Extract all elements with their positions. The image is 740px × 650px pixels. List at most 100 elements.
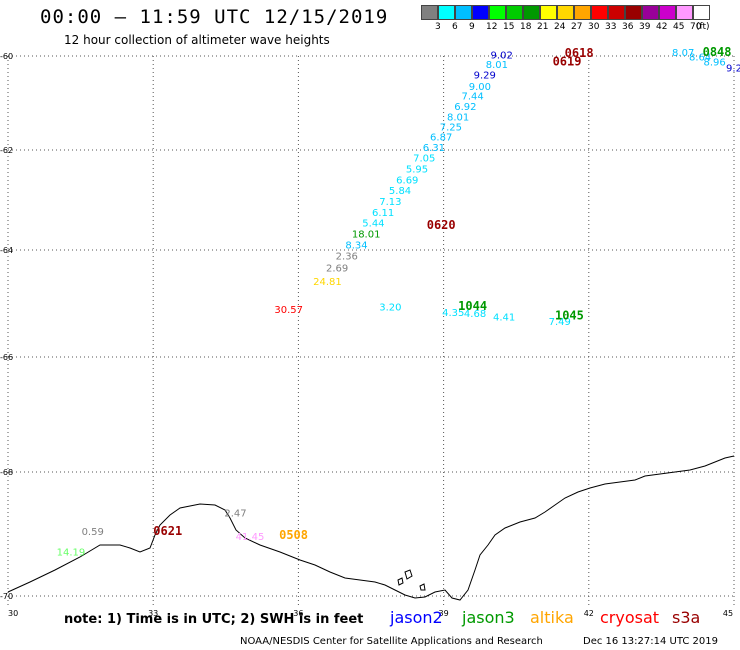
map-title: 00:00 – 11:59 UTC 12/15/2019 xyxy=(40,6,389,28)
wave-height-value: 7.44 xyxy=(462,92,484,103)
color-scale-label: 12 xyxy=(486,22,498,32)
wave-height-value: 8.01 xyxy=(447,112,469,123)
wave-height-value: 8.07 xyxy=(672,48,694,59)
source-credit: NOAA/NESDIS Center for Satellite Applica… xyxy=(240,636,543,647)
wave-height-value: 5.95 xyxy=(406,165,428,176)
wave-height-value: 30.57 xyxy=(274,305,303,316)
axis-tick-labels: 30 33 36 39 42 45 -60 -62 -64 -66 -68 -70 xyxy=(0,52,733,618)
color-scale-label: 27 xyxy=(571,22,583,32)
longitude-tick-label: 42 xyxy=(584,609,594,618)
color-scale-label: 36 xyxy=(622,22,634,32)
wave-height-value: 4.68 xyxy=(464,309,486,320)
wave-height-value: 6.31 xyxy=(423,143,445,154)
legend-item-jason2: jason2 xyxy=(390,608,443,627)
wave-height-value: 18.01 xyxy=(352,230,381,241)
color-swatch xyxy=(574,5,591,20)
wave-height-value: 4.41 xyxy=(493,313,515,324)
color-swatch xyxy=(421,5,438,20)
legend-item-s3a: s3a xyxy=(672,608,701,627)
pass-time-label: 0618 xyxy=(565,46,594,60)
wave-height-value: 2.36 xyxy=(336,252,358,263)
wave-height-value: 9.00 xyxy=(469,82,491,93)
longitude-tick-label: 45 xyxy=(723,609,733,618)
color-scale-label: 70 xyxy=(690,22,702,32)
color-scale-label: 39 xyxy=(639,22,651,32)
color-swatch xyxy=(625,5,642,20)
wave-height-value: 6.11 xyxy=(372,208,394,219)
wave-height-value: 8.34 xyxy=(345,241,367,252)
wave-height-value: 14.19 xyxy=(57,548,86,559)
latitude-tick-label: -64 xyxy=(0,246,13,255)
legend-item-jason3: jason3 xyxy=(462,608,515,627)
pass-time-label: 0619 xyxy=(553,54,582,68)
wave-height-value: 6.92 xyxy=(454,102,476,113)
units-note: note: 1) Time is in UTC; 2) SWH is in fe… xyxy=(64,612,364,627)
pass-time-label: 1044 xyxy=(458,299,487,313)
color-swatch xyxy=(557,5,574,20)
color-scale-label: 45 xyxy=(673,22,685,32)
color-swatch xyxy=(489,5,506,20)
color-swatch xyxy=(608,5,625,20)
longitude-tick-label: 30 xyxy=(8,609,18,618)
wave-height-value: 6.87 xyxy=(430,133,452,144)
wave-height-value: 7.05 xyxy=(413,154,435,165)
color-scale-unit: (ft) xyxy=(696,22,710,32)
wave-height-value: 0.59 xyxy=(82,527,104,538)
color-swatch xyxy=(591,5,608,20)
wave-height-value: 7.49 xyxy=(549,317,571,328)
color-scale-label: 3 xyxy=(435,22,441,32)
wave-height-value: 2.69 xyxy=(326,263,348,274)
color-scale-label: 33 xyxy=(605,22,617,32)
wave-height-value: 7.13 xyxy=(379,197,401,208)
color-scale-label: 42 xyxy=(656,22,668,32)
latitude-tick-label: -68 xyxy=(0,468,13,477)
pass-time-label: 0848 xyxy=(703,45,732,59)
pass-time-label: 1045 xyxy=(555,309,584,323)
coast-islet xyxy=(397,569,426,591)
generated-timestamp: Dec 16 13:27:14 UTC 2019 xyxy=(583,636,718,647)
legend-item-altika: altika xyxy=(530,608,574,627)
pass-time-label: 0508 xyxy=(279,528,308,542)
wave-height-value: 7.25 xyxy=(440,122,462,133)
pass-time-label: 0620 xyxy=(427,218,456,232)
wave-height-value: 8.96 xyxy=(704,57,726,68)
color-swatch xyxy=(659,5,676,20)
wave-height-value: 8.64 xyxy=(689,53,711,64)
wave-height-value: 6.69 xyxy=(396,176,418,187)
color-scale-label: 21 xyxy=(537,22,549,32)
graticule xyxy=(7,55,735,606)
observation-labels: 9.028.019.299.007.446.928.017.256.876.31… xyxy=(57,48,740,559)
map-subtitle: 12 hour collection of altimeter wave hei… xyxy=(64,33,330,47)
longitude-tick-label: 33 xyxy=(148,609,158,618)
color-scale-label: 18 xyxy=(520,22,532,32)
wave-height-value: 41.45 xyxy=(236,532,265,543)
color-scale-label: 6 xyxy=(452,22,458,32)
wave-height-value: 5.84 xyxy=(389,186,411,197)
wave-height-value: 24.81 xyxy=(313,277,342,288)
latitude-tick-label: -66 xyxy=(0,353,13,362)
latitude-tick-label: -62 xyxy=(0,146,13,155)
pass-time-label: 0621 xyxy=(153,524,182,538)
color-swatch xyxy=(676,5,693,20)
longitude-tick-label: 39 xyxy=(439,609,449,618)
color-swatch xyxy=(642,5,659,20)
color-scale-label: 15 xyxy=(503,22,515,32)
wave-height-value: 8.01 xyxy=(486,60,508,71)
color-swatch xyxy=(693,5,710,20)
latitude-tick-label: -70 xyxy=(0,592,13,601)
wave-height-value: 3.20 xyxy=(379,302,401,313)
wave-height-value: 4.35 xyxy=(442,308,464,319)
color-scale-label: 30 xyxy=(588,22,600,32)
color-swatch xyxy=(472,5,489,20)
color-swatch xyxy=(540,5,557,20)
wave-height-value: 9.29 xyxy=(474,71,496,82)
wave-height-value: 9.2 xyxy=(726,64,740,75)
wave-height-value: 9.02 xyxy=(491,50,513,61)
color-swatch xyxy=(455,5,472,20)
color-swatch xyxy=(506,5,523,20)
longitude-tick-label: 36 xyxy=(293,609,303,618)
color-swatch xyxy=(523,5,540,20)
antarctic-coastline xyxy=(7,455,735,601)
